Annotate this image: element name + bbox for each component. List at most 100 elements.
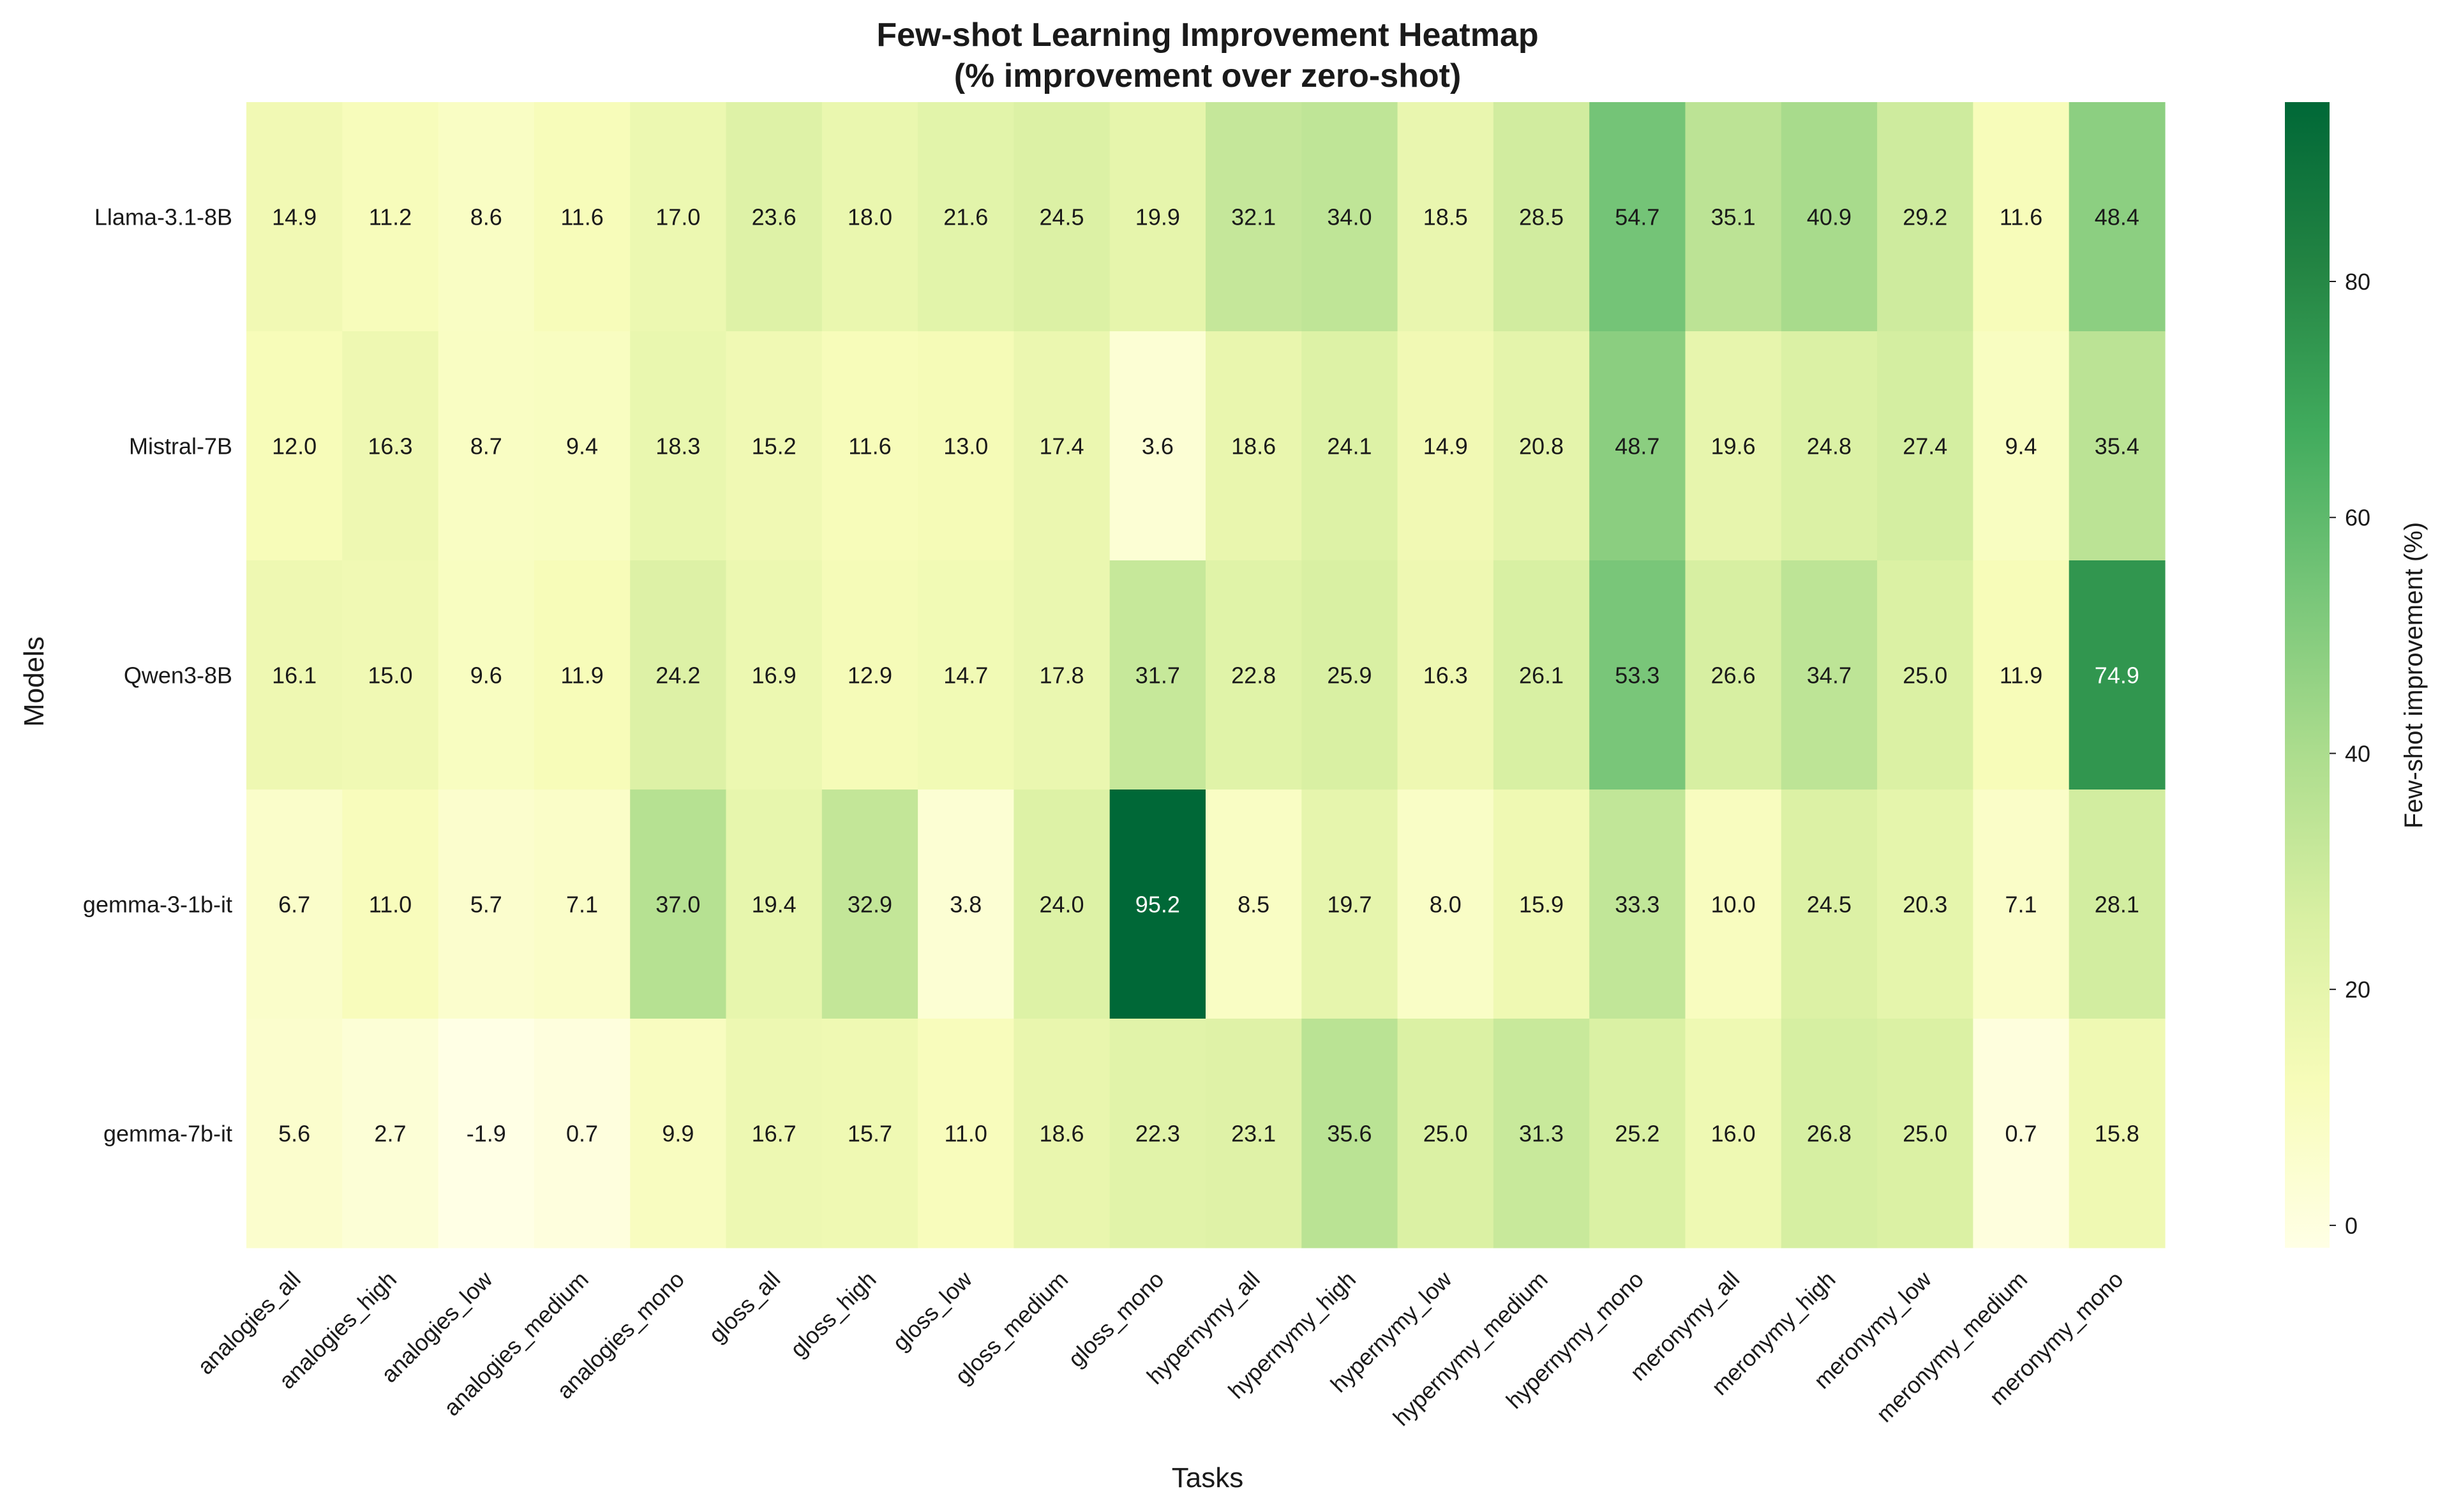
cell-value-label: 12.9 xyxy=(848,662,892,689)
cell-value-label: 17.8 xyxy=(1040,662,1084,689)
heatmap-cell xyxy=(2069,790,2166,1019)
heatmap-cell xyxy=(1493,1019,1590,1248)
heatmap-cell xyxy=(1014,331,1111,561)
heatmap-cell xyxy=(918,1019,1014,1248)
heatmap-cell xyxy=(726,331,823,561)
x-tick-label: gloss_all xyxy=(703,1266,785,1348)
cell-value-label: 33.3 xyxy=(1615,892,1659,918)
heatmap-cell xyxy=(1589,102,1686,332)
y-tick-label: Mistral-7B xyxy=(129,433,232,460)
heatmap-cell xyxy=(1397,102,1494,332)
cell-value-label: 53.3 xyxy=(1615,662,1659,689)
cell-value-label: 24.5 xyxy=(1040,204,1084,230)
heatmap-cell xyxy=(534,790,631,1019)
cell-value-label: 40.9 xyxy=(1807,204,1852,230)
heatmap-cell xyxy=(1685,560,1782,790)
cell-value-label: 8.0 xyxy=(1430,892,1462,918)
heatmap-cell xyxy=(1109,102,1206,332)
heatmap-cell xyxy=(534,560,631,790)
heatmap-cell xyxy=(1206,1019,1302,1248)
heatmap-cell xyxy=(821,790,918,1019)
heatmap-cell xyxy=(1206,560,1302,790)
heatmap-cell xyxy=(1301,331,1398,561)
cell-value-label: 16.9 xyxy=(752,662,797,689)
y-tick-label: Llama-3.1-8B xyxy=(94,204,232,230)
cell-value-label: 9.4 xyxy=(2005,433,2037,460)
cell-value-label: 32.1 xyxy=(1231,204,1276,230)
x-tick-label: hypernymy_medium xyxy=(1388,1266,1553,1431)
colorbar-tick-label: 20 xyxy=(2345,977,2370,1003)
heatmap-cell xyxy=(246,1019,343,1248)
cell-value-label: 25.2 xyxy=(1615,1121,1659,1147)
cell-value-label: 11.2 xyxy=(369,204,412,230)
cell-value-label: 29.2 xyxy=(1903,204,1947,230)
heatmap-cell xyxy=(918,331,1014,561)
heatmap-cell xyxy=(630,331,727,561)
heatmap-cell xyxy=(342,560,439,790)
heatmap-cell xyxy=(438,1019,535,1248)
heatmap-cell xyxy=(1109,560,1206,790)
heatmap-cell xyxy=(821,560,918,790)
chart-title-line-1: Few-shot Learning Improvement Heatmap xyxy=(876,17,1538,54)
cell-value-label: 12.0 xyxy=(272,433,317,460)
heatmap-cell xyxy=(1301,790,1398,1019)
cell-value-label: 95.2 xyxy=(1135,892,1180,918)
cell-value-label: 17.4 xyxy=(1040,433,1084,460)
colorbar-tick-label: 60 xyxy=(2345,505,2370,531)
heatmap-cell xyxy=(1493,102,1590,332)
cell-value-label: 6.7 xyxy=(278,892,310,918)
cell-value-label: 34.0 xyxy=(1327,204,1372,230)
cell-value-label: 11.9 xyxy=(2000,662,2042,689)
cell-value-label: 15.2 xyxy=(752,433,797,460)
x-tick-label: gloss_mono xyxy=(1063,1266,1169,1372)
heatmap-cell xyxy=(1877,102,1973,332)
cell-value-label: 3.8 xyxy=(950,892,982,918)
heatmap-cell-labels: 14.9 11.2 8.6 11.6 17.0 23.6 18.0 21.6 24.5 19.9 3… xyxy=(272,204,2139,1147)
heatmap-cell xyxy=(821,1019,918,1248)
cell-value-label: 14.7 xyxy=(943,662,988,689)
cell-value-label: 8.7 xyxy=(470,433,502,460)
heatmap-cell xyxy=(1589,1019,1686,1248)
heatmap-cell xyxy=(630,560,727,790)
colorbar xyxy=(2285,102,2330,1248)
cell-value-label: 11.6 xyxy=(560,204,603,230)
cell-value-label: 11.0 xyxy=(369,892,412,918)
cell-value-label: 9.9 xyxy=(662,1121,694,1147)
cell-value-label: 27.4 xyxy=(1903,433,1947,460)
heatmap-cell xyxy=(1109,790,1206,1019)
cell-value-label: 19.6 xyxy=(1711,433,1756,460)
heatmap-cell xyxy=(1014,1019,1111,1248)
heatmap-cell xyxy=(1109,1019,1206,1248)
cell-value-label: 8.5 xyxy=(1238,892,1269,918)
heatmap-cell xyxy=(342,1019,439,1248)
heatmap-cell xyxy=(1109,331,1206,561)
heatmap-cell xyxy=(2069,331,2166,561)
chart-title-line-2: (% improvement over zero-shot) xyxy=(954,57,1462,94)
heatmap-cell xyxy=(1206,790,1302,1019)
cell-value-label: 11.9 xyxy=(560,662,603,689)
cell-value-label: 24.5 xyxy=(1807,892,1852,918)
heatmap-cell xyxy=(1301,560,1398,790)
cell-value-label: 17.0 xyxy=(655,204,700,230)
heatmap-cell xyxy=(1301,1019,1398,1248)
heatmap-cell xyxy=(1973,331,2070,561)
cell-value-label: 19.4 xyxy=(752,892,797,918)
cell-value-label: 22.8 xyxy=(1231,662,1276,689)
cell-value-label: 24.2 xyxy=(655,662,700,689)
heatmap-cell xyxy=(1877,560,1973,790)
heatmap-cell xyxy=(1397,1019,1494,1248)
heatmap-cell xyxy=(1493,790,1590,1019)
heatmap-cell xyxy=(1685,1019,1782,1248)
colorbar-ticks: 0 20 40 60 80 xyxy=(2330,269,2370,1239)
heatmap-cell xyxy=(726,1019,823,1248)
cell-value-label: 54.7 xyxy=(1615,204,1659,230)
cell-value-label: 15.9 xyxy=(1519,892,1564,918)
heatmap-cell xyxy=(1973,102,2070,332)
cell-value-label: 16.7 xyxy=(752,1121,797,1147)
y-tick-label: gemma-3-1b-it xyxy=(83,892,232,918)
cell-value-label: 26.1 xyxy=(1519,662,1564,689)
y-tick-label: Qwen3-8B xyxy=(124,662,232,689)
heatmap-cell xyxy=(246,560,343,790)
heatmap-cell xyxy=(2069,1019,2166,1248)
heatmap-cell xyxy=(438,331,535,561)
